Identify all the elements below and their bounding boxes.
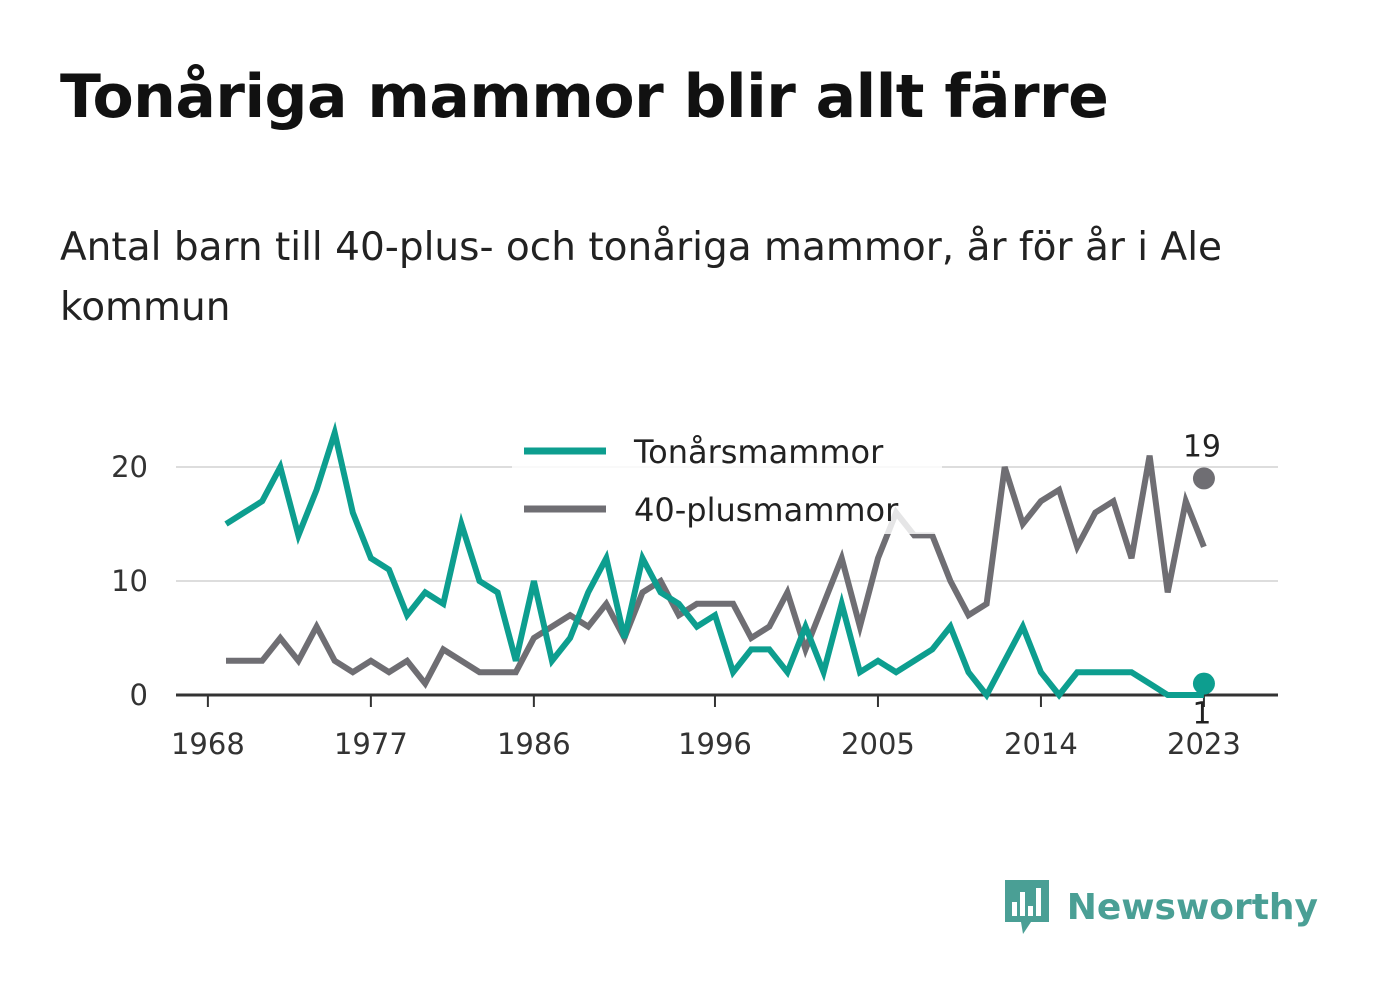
chart-subtitle: Antal barn till 40-plus- och tonåriga ma… (60, 225, 1223, 330)
x-tick-label: 1977 (334, 727, 408, 761)
x-tick-label: 2023 (1167, 727, 1241, 761)
end-value-label: 19 (1183, 429, 1221, 464)
x-tick-label: 2005 (841, 727, 915, 761)
legend: Tonårsmammor 40-plusmammor (512, 422, 942, 534)
x-tick-label: 1996 (678, 727, 752, 761)
brand-name: Newsworthy (1066, 886, 1318, 928)
y-tick-label: 20 (111, 450, 148, 484)
y-tick-label: 0 (130, 678, 148, 712)
y-tick-label: 10 (111, 564, 148, 598)
series-lines (224, 421, 1215, 701)
x-axis (176, 693, 1278, 707)
chart-title: Tonåriga mammor blir allt färre (60, 62, 1109, 132)
legend-background (512, 422, 942, 534)
series-line-40-plusmammor (226, 455, 1207, 690)
end-point-marker (1192, 672, 1215, 695)
newsworthy-brand: Newsworthy (1001, 878, 1318, 936)
x-tick-label: 1968 (171, 727, 245, 761)
newsworthy-logo-icon (1004, 880, 1049, 934)
series-line-Tonårsmammor (224, 421, 1204, 701)
x-tick-label: 2014 (1004, 727, 1078, 761)
end-value-label: 1 (1192, 697, 1211, 732)
legend-label: Tonårsmammor (633, 433, 884, 471)
end-point-marker (1192, 467, 1215, 490)
legend-label: 40-plusmammor (634, 491, 899, 529)
x-tick-label: 1986 (497, 727, 571, 761)
